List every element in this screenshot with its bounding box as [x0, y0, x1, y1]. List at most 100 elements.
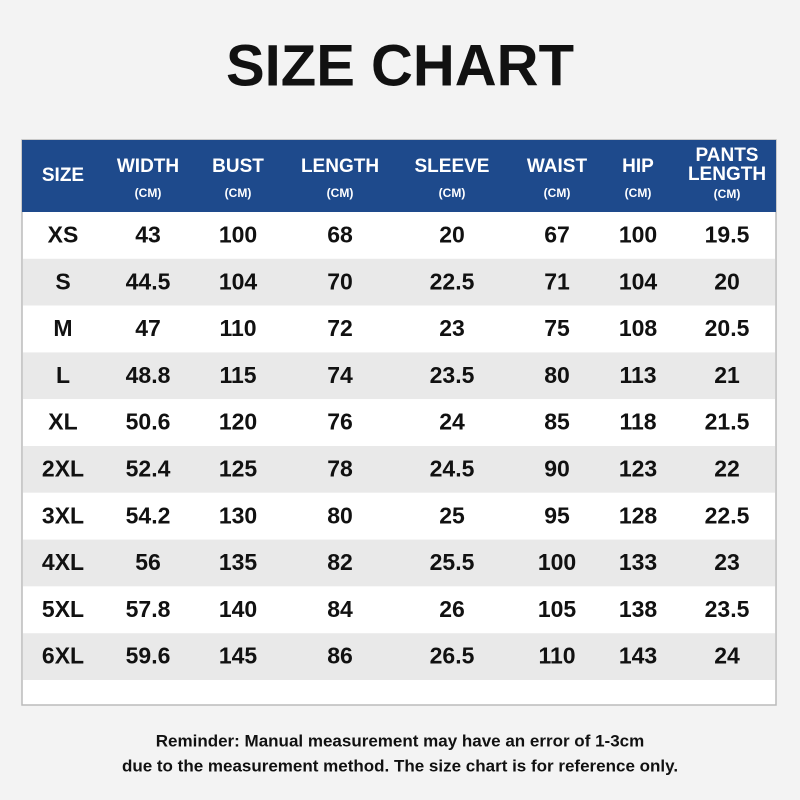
value-cell: 67 [544, 221, 570, 247]
value-cell: 140 [219, 596, 257, 622]
value-cell: 20.5 [705, 315, 750, 341]
column-header: HIP [622, 156, 654, 177]
table-row [23, 258, 775, 306]
size-cell: 5XL [42, 596, 84, 622]
value-cell: 143 [619, 643, 657, 669]
value-cell: 80 [327, 502, 353, 528]
value-cell: 68 [327, 221, 353, 247]
column-unit: (CM) [714, 187, 741, 201]
table-row [23, 633, 775, 680]
value-cell: 56 [135, 549, 161, 575]
value-cell: 20 [714, 268, 740, 294]
table-row [23, 492, 775, 540]
value-cell: 52.4 [126, 455, 171, 481]
value-cell: 133 [619, 549, 657, 575]
reminder-line: due to the measurement method. The size … [122, 756, 678, 775]
value-cell: 80 [544, 362, 570, 388]
value-cell: 26 [439, 596, 465, 622]
column-header: LENGTH [688, 164, 766, 185]
value-cell: 19.5 [705, 221, 750, 247]
value-cell: 145 [219, 643, 258, 669]
value-cell: 26.5 [430, 643, 475, 669]
value-cell: 43 [135, 221, 161, 247]
column-header: SLEEVE [415, 156, 490, 177]
value-cell: 47 [135, 315, 161, 341]
title: SIZE CHART [226, 33, 574, 98]
column-header: BUST [212, 156, 264, 177]
size-cell: 4XL [42, 549, 84, 575]
header-cells: SIZE WIDTH (CM) BUST (CM) LENGTH (CM) SLEEVE (CM… [42, 145, 766, 201]
size-cell: 3XL [42, 502, 84, 528]
table-header [22, 140, 776, 212]
table-row [23, 446, 775, 493]
value-cell: 21 [714, 362, 740, 388]
column-unit: (CM) [625, 186, 652, 200]
value-cell: 130 [219, 502, 257, 528]
column-unit: (CM) [225, 186, 252, 200]
value-cell: 85 [544, 409, 570, 435]
reminder-line: Reminder: Manual measurement may have an… [156, 731, 644, 750]
value-cell: 23.5 [430, 362, 475, 388]
value-cell: 110 [219, 315, 256, 341]
value-cell: 90 [544, 455, 570, 481]
value-cell: 54.2 [126, 502, 171, 528]
column-unit: (CM) [135, 186, 162, 200]
column-header: LENGTH [301, 156, 379, 177]
value-cell: 23 [714, 549, 740, 575]
value-cell: 20 [439, 221, 465, 247]
value-cell: 21.5 [705, 409, 750, 435]
value-cell: 48.8 [126, 362, 171, 388]
size-cell: 2XL [42, 455, 84, 481]
value-cell: 86 [327, 643, 353, 669]
value-cell: 113 [619, 362, 656, 388]
value-cell: 24 [714, 643, 740, 669]
value-cell: 44.5 [126, 268, 171, 294]
value-cell: 76 [327, 409, 353, 435]
value-cell: 74 [327, 362, 353, 388]
value-cell: 104 [619, 268, 658, 294]
value-cell: 105 [538, 596, 577, 622]
value-cell: 135 [219, 549, 258, 575]
column-header: PANTS [696, 145, 759, 166]
value-cell: 22 [714, 455, 740, 481]
table-row [23, 212, 775, 259]
size-cell: S [55, 268, 70, 294]
column-header: WAIST [527, 156, 588, 177]
value-cell: 23.5 [705, 596, 750, 622]
table-row [23, 586, 775, 634]
column-header: WIDTH [117, 156, 179, 177]
table-row [23, 399, 775, 446]
size-cell: XS [48, 221, 79, 247]
value-cell: 70 [327, 268, 353, 294]
value-cell: 24.5 [430, 455, 475, 481]
value-cell: 50.6 [126, 409, 171, 435]
size-cell: L [56, 362, 70, 388]
value-cell: 71 [544, 268, 570, 294]
value-cell: 57.8 [126, 596, 171, 622]
value-cell: 128 [619, 502, 658, 528]
value-cell: 22.5 [430, 268, 475, 294]
table-row [23, 680, 775, 704]
value-cell: 118 [619, 409, 656, 435]
value-cell: 95 [544, 502, 570, 528]
value-cell: 110 [538, 643, 575, 669]
column-unit: (CM) [439, 186, 466, 200]
value-cell: 75 [544, 315, 570, 341]
column-header: SIZE [42, 165, 84, 186]
table-row [23, 305, 775, 353]
value-cell: 100 [219, 221, 257, 247]
table-body: XS 43 100 68 20 67 100 19.5 S 44.5 104 70 22.5 71 104 2… [23, 212, 775, 704]
size-cell: XL [48, 409, 77, 435]
value-cell: 25 [439, 502, 465, 528]
value-cell: 82 [327, 549, 353, 575]
value-cell: 108 [619, 315, 658, 341]
column-unit: (CM) [327, 186, 354, 200]
value-cell: 23 [439, 315, 465, 341]
value-cell: 84 [327, 596, 353, 622]
size-cell: 6XL [42, 643, 84, 669]
value-cell: 22.5 [705, 502, 750, 528]
value-cell: 100 [619, 221, 657, 247]
value-cell: 138 [619, 596, 658, 622]
